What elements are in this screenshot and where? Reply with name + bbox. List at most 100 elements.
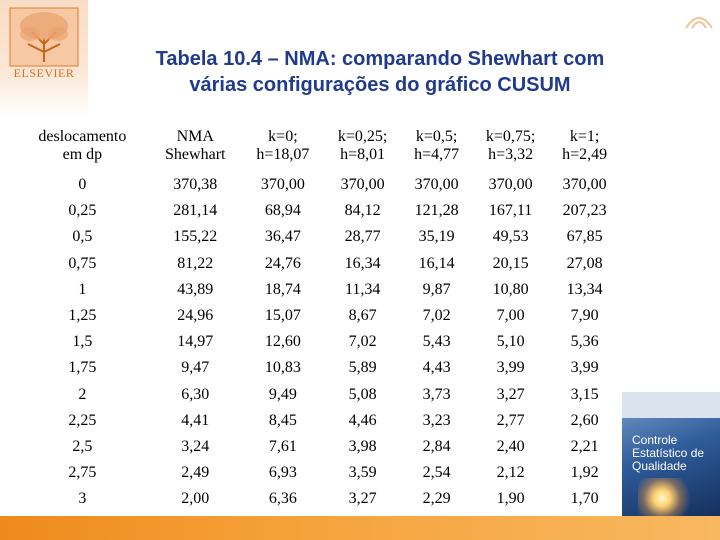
table-cell: 2,5: [72, 437, 93, 455]
table-cell: 5,08: [348, 385, 377, 403]
table-cell: 20,15: [492, 254, 529, 272]
table-cell: 3,27: [496, 385, 525, 403]
book-cover-spark: [638, 478, 698, 518]
table-cell: 10,80: [492, 280, 529, 298]
table-cell: 2,40: [496, 437, 525, 455]
table-cell: 0,25: [68, 202, 97, 220]
elsevier-tree-logo: [9, 7, 79, 67]
table-row: 0,25 281,14 68,94 84,12 121,28 167,11 207,23: [16, 198, 620, 224]
table-cell: 49,53: [492, 228, 529, 246]
table-cell: 11,34: [344, 280, 381, 298]
table-cell: 1,25: [68, 307, 97, 325]
table-cell: 1,5: [72, 333, 93, 351]
book-cover-header: [622, 392, 720, 418]
table-cell: 4,41: [181, 411, 210, 429]
table-cell: 370,00: [488, 176, 533, 194]
table-row: 2,75 2,49 6,93 3,59 2,54 2,12 1,92: [16, 460, 620, 486]
table-row: 0,5 155,22 36,47 28,77 35,19 49,53 67,85: [16, 224, 620, 250]
header-k05: k=0,5; h=4,77: [414, 128, 460, 163]
table-cell: 4,46: [348, 411, 377, 429]
table-cell: 27,08: [566, 254, 603, 272]
table-cell: 207,23: [562, 202, 607, 220]
table-row: 3 2,00 6,36 3,27 2,29 1,90 1,70: [16, 486, 620, 512]
table-cell: 10,83: [264, 359, 301, 377]
table-cell: 16,14: [418, 254, 455, 272]
table-cell: 9,47: [181, 359, 210, 377]
table-cell: 3,24: [181, 437, 210, 455]
corner-decoration-icon: [685, 17, 713, 29]
table-cell: 5,43: [422, 333, 451, 351]
table-cell: 167,11: [488, 202, 533, 220]
table-cell: 14,97: [177, 333, 214, 351]
table-cell: 1,70: [570, 490, 599, 508]
elsevier-logo-text: ELSEVIER: [13, 66, 75, 80]
table-cell: 7,90: [570, 307, 599, 325]
table-row: 2 6,30 9,49 5,08 3,73 3,27 3,15: [16, 382, 620, 408]
table-row: 2,5 3,24 7,61 3,98 2,84 2,40 2,21: [16, 434, 620, 460]
table-cell: 370,00: [340, 176, 385, 194]
table-cell: 6,30: [181, 385, 210, 403]
table-cell: 8,45: [268, 411, 297, 429]
table-cell: 16,34: [344, 254, 381, 272]
table-cell: 2,75: [68, 464, 97, 482]
table-cell: 7,02: [348, 333, 377, 351]
table-cell: 2,49: [181, 464, 210, 482]
table-cell: 6,93: [268, 464, 297, 482]
table-cell: 84,12: [344, 202, 381, 220]
table-cell: 3,99: [570, 359, 599, 377]
table-row: 1 43,89 18,74 11,34 9,87 10,80 13,34: [16, 277, 620, 303]
table-cell: 3,98: [348, 437, 377, 455]
table-cell: 4,43: [422, 359, 451, 377]
table-cell: 2,21: [570, 437, 599, 455]
table-row: 0 370,38 370,00 370,00 370,00 370,00 370,00: [16, 172, 620, 198]
header-k075: k=0,75; h=3,32: [485, 128, 536, 163]
table-cell: 2,54: [422, 464, 451, 482]
table-cell: 2,84: [422, 437, 451, 455]
table-cell: 3: [78, 490, 87, 508]
table-cell: 24,96: [177, 307, 214, 325]
table-cell: 2,29: [422, 490, 451, 508]
footer-bar: [0, 516, 720, 540]
table-cell: 0: [78, 176, 87, 194]
table-cell: 6,36: [268, 490, 297, 508]
table-cell: 370,38: [173, 176, 218, 194]
header-shewhart: NMA Shewhart: [165, 128, 226, 163]
table-cell: 35,19: [418, 228, 455, 246]
header-k025: k=0,25; h=8,01: [337, 128, 388, 163]
title-line-1: Tabela 10.4 – NMA: comparando Shewhart c…: [155, 48, 605, 70]
title-line-2: várias configurações do gráfico CUSUM: [189, 74, 571, 96]
table-cell: 2,12: [496, 464, 525, 482]
table-cell: 2,60: [570, 411, 599, 429]
table-cell: 5,10: [496, 333, 525, 351]
table-cell: 3,23: [422, 411, 451, 429]
table-cell: 370,00: [414, 176, 459, 194]
table-cell: 281,14: [173, 202, 218, 220]
table-cell: 1,92: [570, 464, 599, 482]
header-shift: deslocamento em dp: [38, 128, 127, 163]
table-cell: 2: [78, 385, 87, 403]
table-cell: 9,87: [422, 280, 451, 298]
table-row: 0,75 81,22 24,76 16,34 16,14 20,15 27,08: [16, 251, 620, 277]
table-cell: 15,07: [264, 307, 301, 325]
table-cell: 9,49: [268, 385, 297, 403]
table-cell: 1: [78, 280, 87, 298]
table-cell: 18,74: [264, 280, 301, 298]
table-cell: 3,59: [348, 464, 377, 482]
table-cell: 13,34: [566, 280, 603, 298]
table-cell: 67,85: [566, 228, 603, 246]
table-cell: 12,60: [264, 333, 301, 351]
table-cell: 121,28: [414, 202, 459, 220]
table-cell: 5,89: [348, 359, 377, 377]
table-body: 0 370,38 370,00 370,00 370,00 370,00 370,00 0,2…: [16, 172, 620, 512]
table-row: 1,75 9,47 10,83 5,89 4,43 3,99 3,99: [16, 355, 620, 381]
table-cell: 2,00: [181, 490, 210, 508]
header-k1: k=1; h=2,49: [562, 128, 608, 163]
table-cell: 24,76: [264, 254, 301, 272]
table-cell: 1,90: [496, 490, 525, 508]
table-cell: 370,00: [260, 176, 305, 194]
table-cell: 5,36: [570, 333, 599, 351]
table-cell: 7,00: [496, 307, 525, 325]
table-cell: 68,94: [264, 202, 301, 220]
table-row: 2,25 4,41 8,45 4,46 3,23 2,77 2,60: [16, 408, 620, 434]
book-title: Controle Estatístico de Qualidade: [632, 433, 705, 473]
